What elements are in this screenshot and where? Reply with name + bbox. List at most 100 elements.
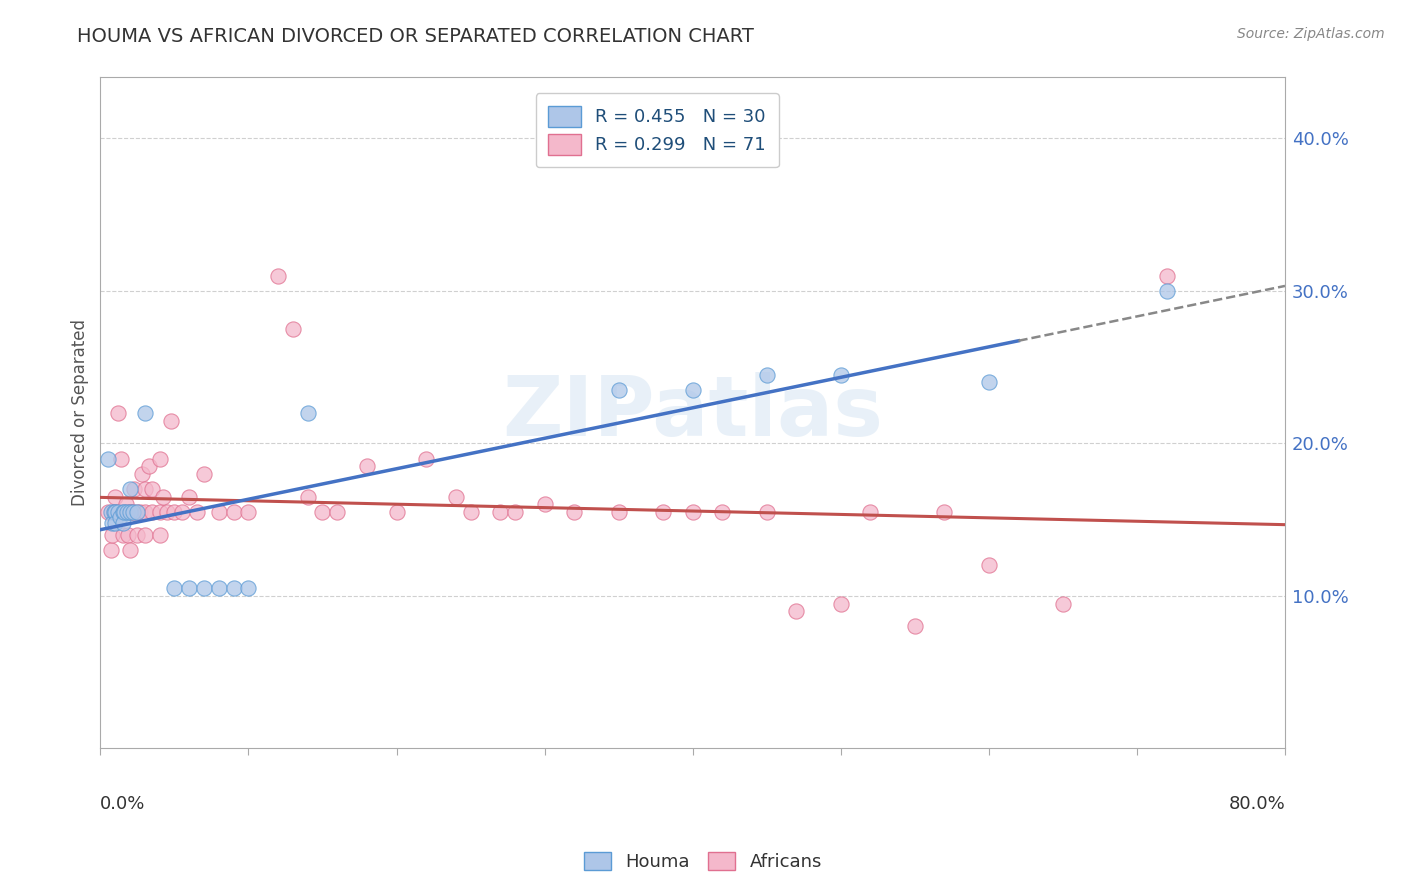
Point xyxy=(830,368,852,382)
Point xyxy=(134,406,156,420)
Point xyxy=(562,505,585,519)
Point xyxy=(208,582,231,596)
Point xyxy=(127,505,149,519)
Point xyxy=(152,490,174,504)
Point xyxy=(977,376,1000,390)
Point xyxy=(238,505,260,519)
Point xyxy=(1156,284,1178,298)
Point xyxy=(179,490,201,504)
Point xyxy=(170,505,193,519)
Point xyxy=(755,368,778,382)
Point xyxy=(533,498,555,512)
Point xyxy=(104,490,127,504)
Point xyxy=(193,582,215,596)
Point xyxy=(830,597,852,611)
Point xyxy=(97,451,120,466)
Point xyxy=(111,516,134,530)
Point xyxy=(131,467,153,481)
Point xyxy=(785,604,807,618)
Point xyxy=(267,268,290,283)
Point xyxy=(859,505,882,519)
Point xyxy=(127,528,149,542)
Point xyxy=(904,619,927,633)
Point xyxy=(112,505,135,519)
Point xyxy=(101,528,124,542)
Point xyxy=(141,505,163,519)
Point xyxy=(114,498,136,512)
Y-axis label: Divorced or Separated: Divorced or Separated xyxy=(72,319,89,507)
Point xyxy=(103,505,125,519)
Point xyxy=(101,516,124,530)
Point xyxy=(160,414,183,428)
Text: ZIPatlas: ZIPatlas xyxy=(502,373,883,453)
Point xyxy=(111,505,134,519)
Point xyxy=(326,505,349,519)
Point xyxy=(149,451,172,466)
Point xyxy=(103,505,125,519)
Point xyxy=(1052,597,1074,611)
Point xyxy=(127,505,149,519)
Point xyxy=(134,482,156,496)
Point xyxy=(652,505,675,519)
Point xyxy=(104,516,127,530)
Point xyxy=(238,582,260,596)
Point xyxy=(107,505,129,519)
Point xyxy=(108,505,131,519)
Point xyxy=(186,505,208,519)
Point xyxy=(104,505,127,519)
Point xyxy=(444,490,467,504)
Point xyxy=(163,505,186,519)
Point xyxy=(134,528,156,542)
Text: HOUMA VS AFRICAN DIVORCED OR SEPARATED CORRELATION CHART: HOUMA VS AFRICAN DIVORCED OR SEPARATED C… xyxy=(77,27,754,45)
Point xyxy=(118,505,141,519)
Point xyxy=(111,528,134,542)
Point xyxy=(122,505,145,519)
Text: 0.0%: 0.0% xyxy=(100,796,146,814)
Point xyxy=(104,505,127,519)
Legend: Houma, Africans: Houma, Africans xyxy=(576,845,830,879)
Legend: R = 0.455   N = 30, R = 0.299   N = 71: R = 0.455 N = 30, R = 0.299 N = 71 xyxy=(536,93,779,168)
Point xyxy=(107,406,129,420)
Point xyxy=(117,528,139,542)
Point xyxy=(356,459,378,474)
Point xyxy=(385,505,408,519)
Point xyxy=(607,505,630,519)
Point xyxy=(100,505,122,519)
Point xyxy=(156,505,179,519)
Point xyxy=(755,505,778,519)
Point xyxy=(141,482,163,496)
Point xyxy=(297,406,319,420)
Point xyxy=(118,482,141,496)
Text: Source: ZipAtlas.com: Source: ZipAtlas.com xyxy=(1237,27,1385,41)
Point xyxy=(489,505,512,519)
Point xyxy=(222,505,245,519)
Point xyxy=(179,582,201,596)
Point xyxy=(111,505,134,519)
Point xyxy=(138,459,160,474)
Point xyxy=(108,509,131,524)
Point xyxy=(222,582,245,596)
Point xyxy=(112,505,135,519)
Point xyxy=(120,505,142,519)
Point xyxy=(149,528,172,542)
Point xyxy=(100,543,122,558)
Point xyxy=(934,505,956,519)
Point xyxy=(134,505,156,519)
Point xyxy=(97,505,120,519)
Point xyxy=(1156,268,1178,283)
Point xyxy=(110,451,132,466)
Point xyxy=(115,505,138,519)
Point xyxy=(711,505,734,519)
Text: 80.0%: 80.0% xyxy=(1229,796,1285,814)
Point xyxy=(977,558,1000,573)
Point xyxy=(124,482,146,496)
Point xyxy=(149,505,172,519)
Point xyxy=(503,505,526,519)
Point xyxy=(682,505,704,519)
Point xyxy=(311,505,333,519)
Point xyxy=(115,505,138,519)
Point xyxy=(118,543,141,558)
Point xyxy=(118,505,141,519)
Point xyxy=(297,490,319,504)
Point xyxy=(129,505,152,519)
